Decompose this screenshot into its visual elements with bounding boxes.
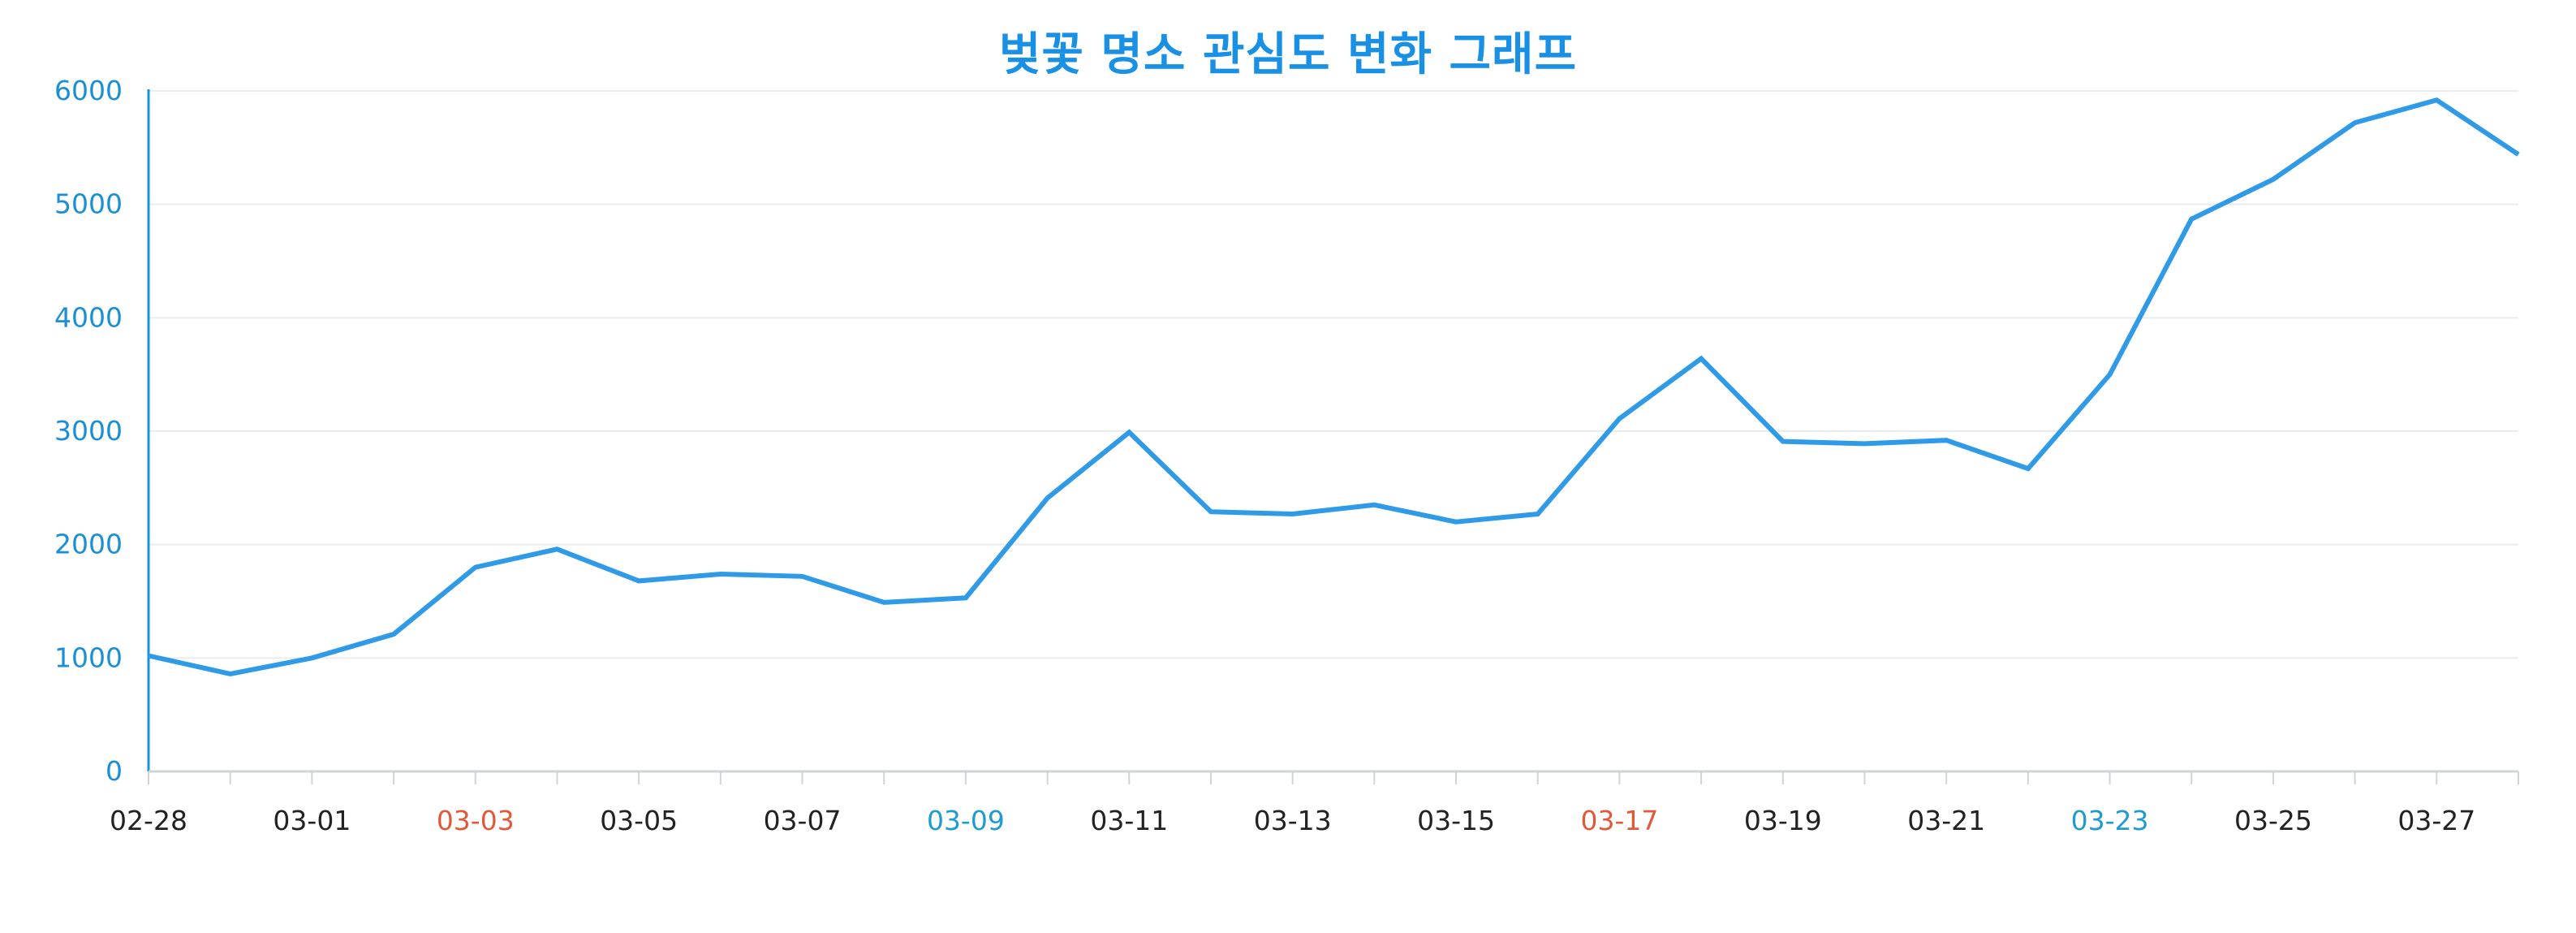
x-tick-label: 02-28: [110, 805, 187, 836]
data-point: [1208, 509, 1213, 514]
chart-title: 벚꽃 명소 관심도 변화 그래프: [998, 28, 1578, 81]
y-tick-label: 0: [106, 755, 123, 787]
data-point: [1454, 520, 1458, 525]
x-tick-label: 03-27: [2397, 805, 2475, 836]
x-tick-label: 03-13: [1254, 805, 1332, 836]
x-tick-label: 03-07: [764, 805, 842, 836]
data-point: [309, 655, 314, 660]
x-tick-label: 03-17: [1580, 805, 1658, 836]
y-tick-label: 6000: [54, 75, 123, 106]
data-point: [2516, 152, 2521, 157]
data-point: [391, 632, 396, 637]
series-line: [148, 97, 2520, 676]
grid-lines: [149, 90, 2518, 659]
y-tick-label: 2000: [54, 529, 123, 560]
data-point: [1372, 503, 1376, 508]
x-tick-label: 03-09: [927, 805, 1005, 836]
data-point: [2189, 217, 2194, 222]
data-point: [1781, 439, 1786, 444]
data-point: [963, 595, 968, 600]
x-tick-label: 03-19: [1744, 805, 1822, 836]
x-tick-label: 03-05: [600, 805, 678, 836]
data-point: [228, 672, 233, 676]
data-point: [2026, 466, 2031, 471]
data-point: [881, 600, 886, 605]
x-tick-label: 03-01: [273, 805, 351, 836]
series-layer: [146, 97, 2521, 676]
x-tick-label: 03-15: [1417, 805, 1495, 836]
data-point: [718, 572, 723, 577]
data-point: [1699, 356, 1704, 361]
y-tick-label: 5000: [54, 188, 123, 220]
x-tick-label: 03-21: [1907, 805, 1985, 836]
data-point: [1862, 441, 1867, 446]
axes: [147, 89, 2519, 784]
data-point: [1290, 512, 1295, 516]
data-point: [1045, 495, 1050, 500]
data-point: [2271, 177, 2276, 182]
y-tick-label: 4000: [54, 301, 123, 333]
x-tick-label: 03-23: [2071, 805, 2149, 836]
x-tick-labels: 02-28 03-01 03-03 03-05 03-07 03-09 03-11 03-13…: [110, 805, 2475, 836]
x-tick-label: 03-25: [2234, 805, 2312, 836]
data-point: [2108, 372, 2113, 377]
x-tick-label: 03-11: [1090, 805, 1168, 836]
y-tick-labels: 0 1000 2000 3000 4000 5000 6000: [54, 75, 123, 787]
data-point: [1536, 512, 1540, 516]
x-tick-label: 03-03: [437, 805, 515, 836]
data-point: [2353, 120, 2358, 125]
data-point: [146, 654, 151, 659]
data-point: [1126, 430, 1131, 434]
data-point: [473, 565, 478, 570]
data-point: [2434, 97, 2439, 102]
y-tick-label: 3000: [54, 415, 123, 447]
data-point: [554, 546, 559, 551]
data-point: [800, 574, 805, 579]
data-point: [636, 578, 641, 583]
data-point: [1944, 438, 1949, 443]
y-tick-label: 1000: [54, 641, 123, 673]
data-point: [1617, 417, 1622, 421]
